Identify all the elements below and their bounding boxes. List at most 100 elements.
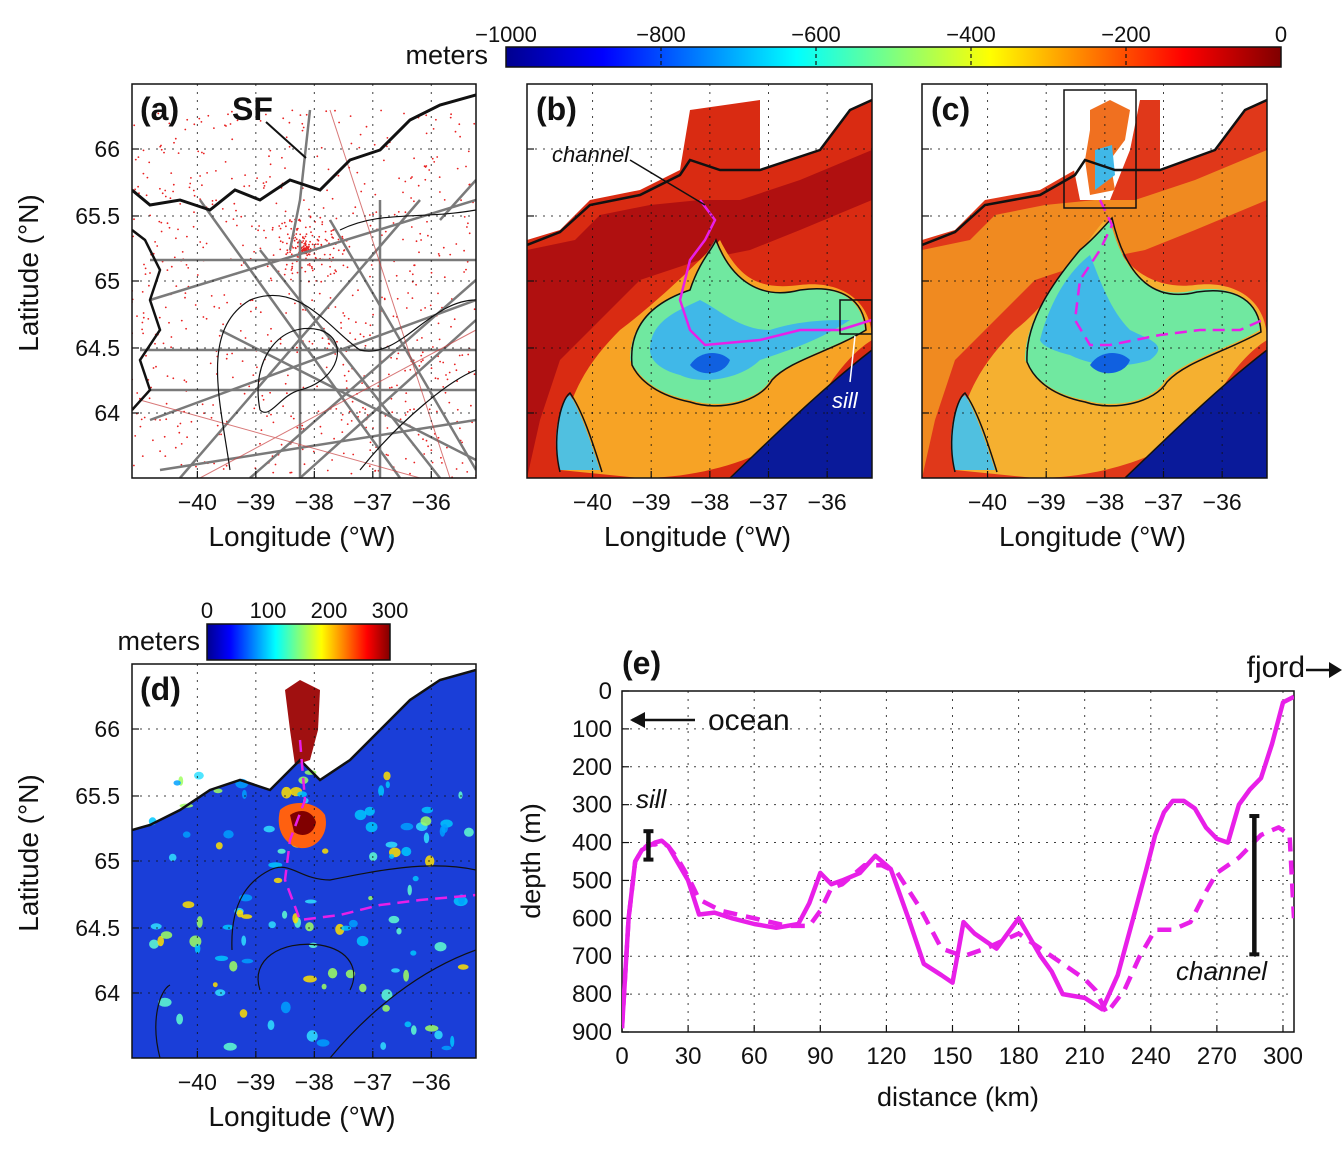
panel-a-sf-pointer xyxy=(265,121,307,159)
map-lat-tick-label: 64 xyxy=(94,980,120,1006)
map-lat-tick-label: 65.5 xyxy=(75,783,120,809)
panel-c-grid: −40 −39 −38 −37 −36 xyxy=(922,84,1267,515)
panel-a-contours xyxy=(216,209,476,471)
e-x-tick-label: 150 xyxy=(932,1043,972,1070)
colorbar-top-tick-label: −600 xyxy=(791,22,841,47)
map-lon-tick-label: −38 xyxy=(295,489,334,515)
colorbar-top-unit: meters xyxy=(405,40,488,70)
e-y-tick-label: 900 xyxy=(572,1019,612,1046)
map-xlabel: Longitude (°W) xyxy=(208,1101,395,1132)
panel-c-transect xyxy=(1073,199,1267,347)
panel-a-label: (a) xyxy=(140,91,179,127)
colorbar-bottom: meters 0 100 200 300 xyxy=(117,598,408,661)
panel-d-transect xyxy=(283,739,476,922)
panel-d-contours xyxy=(155,865,476,1058)
map-lon-tick-label: −37 xyxy=(353,1069,392,1095)
map-lon-tick-label: −37 xyxy=(353,489,392,515)
colorbar-top-tick-label: −1000 xyxy=(475,22,537,47)
colorbar-bottom-ticks: 0 100 200 300 xyxy=(201,598,408,623)
e-y-tick-label: 400 xyxy=(572,830,612,857)
map-lon-tick-label: −40 xyxy=(178,1069,217,1095)
panel-c-fjord-box xyxy=(1063,89,1137,209)
map-lon-tick-label: −37 xyxy=(1144,489,1183,515)
map-lat-tick-label: 64 xyxy=(94,400,120,426)
panel-b-sill-label: sill xyxy=(832,388,859,413)
panel-e: 0 30 60 90 120 150 180 210 240 270 300 0 100 200 300 40… xyxy=(516,645,1342,1112)
map-ylabel: Latitude (°N) xyxy=(13,774,44,932)
map-lon-tick-label: −40 xyxy=(968,489,1007,515)
panel-e-frame xyxy=(621,690,1295,1033)
panel-a-coastline xyxy=(132,93,476,212)
e-series-solid xyxy=(622,694,1294,1029)
colorbar-bottom-tick-label: 100 xyxy=(250,598,287,623)
map-lon-tick-label: −38 xyxy=(295,1069,334,1095)
panel-c-map xyxy=(922,84,1267,478)
panel-a: −40 −39 −38 −37 −36 66 65.5 65 64.5 64 (a) SF xyxy=(75,83,477,515)
panel-d-grid: −40 −39 −38 −37 −36 66 65.5 65 64.5 64 xyxy=(75,664,476,1095)
map-axis-labels: Longitude (°W) Latitude (°N) Longitude (°W… xyxy=(13,194,1186,1132)
map-lon-tick-label: −36 xyxy=(808,489,847,515)
panel-a-coast-west xyxy=(132,229,162,411)
colorbar-bottom-gradient xyxy=(206,623,391,661)
e-x-tick-label: 210 xyxy=(1065,1043,1105,1070)
e-y-tick-label: 0 xyxy=(599,678,612,705)
e-y-tick-label: 800 xyxy=(572,981,612,1008)
colorbar-bottom-tick-label: 0 xyxy=(201,598,213,623)
panel-b-label: (b) xyxy=(536,91,577,127)
panel-c-coastline xyxy=(922,98,1267,247)
colorbar-bottom-tick-label: 300 xyxy=(372,598,409,623)
panel-b-grid: −40 −39 −38 −37 −36 xyxy=(527,84,872,515)
sill-label: sill xyxy=(636,784,668,814)
map-xlabel: Longitude (°W) xyxy=(604,521,791,552)
fjord-label: fjord xyxy=(1247,651,1305,684)
panel-b-channel-pointer xyxy=(629,159,706,206)
e-x-tick-label: 120 xyxy=(866,1043,906,1070)
map-lon-tick-label: −40 xyxy=(178,489,217,515)
e-x-tick-label: 180 xyxy=(999,1043,1039,1070)
panel-a-sf-label: SF xyxy=(232,91,273,127)
map-ylabel: Latitude (°N) xyxy=(13,194,44,352)
map-lat-tick-label: 65 xyxy=(94,848,120,874)
map-xlabel: Longitude (°W) xyxy=(208,521,395,552)
e-x-tick-label: 60 xyxy=(741,1043,768,1070)
map-lat-tick-label: 65 xyxy=(94,268,120,294)
e-x-tick-label: 0 xyxy=(615,1043,628,1070)
map-lat-tick-label: 65.5 xyxy=(75,203,120,229)
map-lon-tick-label: −39 xyxy=(236,489,275,515)
panel-b-transect xyxy=(678,199,872,347)
map-lon-tick-label: −38 xyxy=(1085,489,1124,515)
e-x-tick-label: 300 xyxy=(1263,1043,1303,1070)
e-x-tick-label: 90 xyxy=(807,1043,834,1070)
panel-b-sill-box xyxy=(839,299,872,335)
map-lat-tick-label: 66 xyxy=(94,136,120,162)
e-y-tick-label: 300 xyxy=(572,792,612,819)
panel-b: −40 −39 −38 −37 −36 (b) channel sill xyxy=(526,83,873,515)
map-lon-tick-label: −38 xyxy=(690,489,729,515)
colorbar-bottom-tick-label: 200 xyxy=(311,598,348,623)
panel-a-red-tracks xyxy=(139,109,476,478)
panel-e-series xyxy=(622,694,1294,1029)
map-lon-tick-label: −36 xyxy=(1203,489,1242,515)
colorbar-top: meters −1000 −800 −600 −400 −200 0 xyxy=(405,22,1287,70)
e-x-tick-label: 240 xyxy=(1131,1043,1171,1070)
panel-e-ylabel: depth (m) xyxy=(516,803,546,919)
panel-b-map xyxy=(527,84,872,478)
panel-e-label: (e) xyxy=(622,645,661,681)
map-lon-tick-label: −36 xyxy=(412,489,451,515)
map-lon-tick-label: −40 xyxy=(573,489,612,515)
channel-label: channel xyxy=(1176,956,1268,986)
panel-d: −40 −39 −38 −37 −36 66 65.5 65 64.5 64 (d) xyxy=(75,663,477,1095)
panel-a-map xyxy=(132,84,476,478)
panel-e-markers xyxy=(643,814,1260,957)
map-lon-tick-label: −37 xyxy=(749,489,788,515)
panel-a-ship-tracks xyxy=(140,109,476,478)
e-y-tick-label: 200 xyxy=(572,754,612,781)
colorbar-top-tick-label: −400 xyxy=(946,22,996,47)
panel-d-coastline xyxy=(132,668,476,832)
ocean-label: ocean xyxy=(708,704,790,737)
map-lon-tick-label: −39 xyxy=(632,489,671,515)
panel-b-sill-pointer xyxy=(849,335,856,383)
panel-d-uncertainty-blobs xyxy=(148,770,474,1051)
colorbar-top-tick-label: −200 xyxy=(1101,22,1151,47)
